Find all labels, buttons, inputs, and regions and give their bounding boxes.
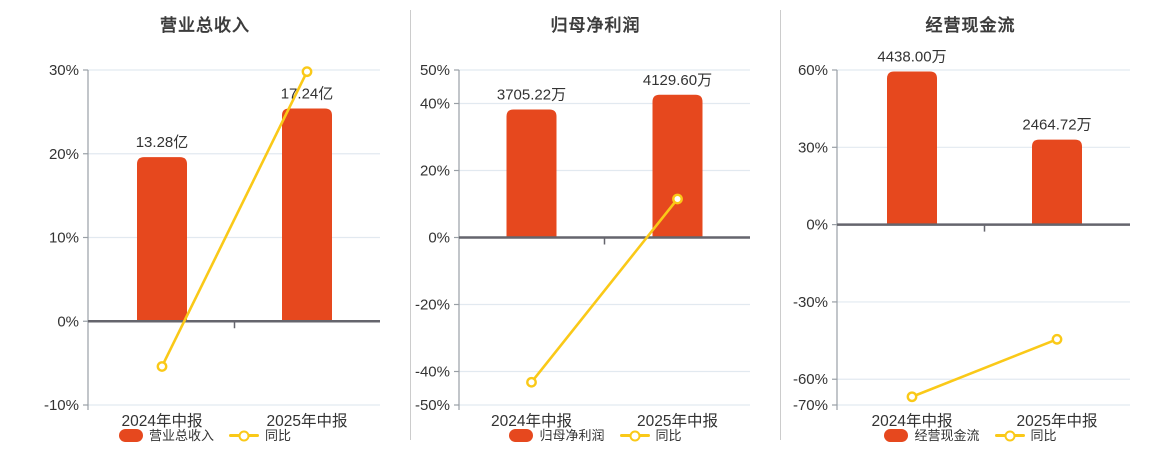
bar-2024年中报[interactable]	[137, 157, 187, 322]
chart-plot-revenue: 30% 20% 10% 0% -10% 13.28亿 17.24亿 2024年中报 2025年中…	[0, 0, 410, 450]
chart-panel-net-profit: 归母净利润 50% 40% 20% 0% -20% -40% -50% 3705.22万 412…	[411, 0, 780, 450]
chart-panel-revenue: 营业总收入 30% 20% 10% 0% -10% 13.28亿 17.24亿 2024年中报…	[0, 0, 410, 450]
bar-value-label: 2464.72万	[1022, 117, 1091, 134]
legend-line-circle-icon	[1004, 430, 1015, 441]
yoy-line	[911, 338, 1058, 398]
bar-value-label: 3705.22万	[497, 87, 566, 104]
bar-value-label: 13.28亿	[136, 134, 189, 151]
legend-line-circle-icon	[238, 430, 250, 441]
legend-bar-label[interactable]: 经营现金流	[914, 428, 980, 443]
chart-legend-revenue: 营业总收入 同比	[0, 427, 410, 444]
bar-2024年中报[interactable]	[887, 71, 937, 225]
y-tick-label: 0%	[806, 217, 828, 234]
bar-2024年中报[interactable]	[506, 109, 557, 238]
legend-line-marker[interactable]	[619, 429, 650, 442]
legend-line-marker[interactable]	[229, 429, 259, 442]
y-tick-label: -70%	[793, 397, 828, 414]
x-axis-label: 2025年中报	[637, 412, 718, 430]
bar-value-label: 4129.60万	[643, 72, 712, 89]
chart-legend-cash-flow: 经营现金流 同比	[781, 427, 1160, 444]
yoy-line	[160, 71, 309, 368]
y-tick-label: 30%	[49, 62, 79, 79]
chart-svg: 30% 20% 10% 0% -10% 13.28亿 17.24亿 2024年中报 2025年中…	[44, 62, 380, 430]
chart-title-revenue: 营业总收入	[160, 16, 250, 35]
y-tick-label: -20%	[415, 297, 450, 314]
chart-plot-cash-flow: 60% 30% 0% -30% -60% -70% 4438.00万 2464.72万 2024…	[781, 0, 1160, 450]
x-axis-label: 2024年中报	[122, 412, 203, 430]
x-axis-label: 2024年中报	[491, 412, 572, 430]
y-tick-label: -30%	[793, 294, 828, 311]
y-tick-label: 60%	[798, 62, 828, 79]
chart-legend-net-profit: 归母净利润 同比	[411, 427, 780, 444]
bar-value-label: 4438.00万	[877, 49, 946, 66]
legend-bar-label[interactable]: 归母净利润	[539, 428, 605, 443]
yoy-marker-2024年中报[interactable]	[906, 391, 918, 403]
y-tick-label: 10%	[49, 230, 79, 247]
legend-line-circle-icon	[629, 430, 640, 441]
y-tick-label: 30%	[798, 139, 828, 156]
legend-bar-swatch[interactable]	[509, 429, 534, 442]
chart-title-net-profit: 归母净利润	[550, 16, 641, 35]
yoy-marker-2025年中报[interactable]	[672, 193, 683, 205]
y-tick-label: 20%	[420, 163, 450, 180]
x-axis-label: 2025年中报	[1017, 412, 1098, 430]
legend-bar-label[interactable]: 营业总收入	[148, 428, 214, 443]
x-axis-label: 2025年中报	[267, 412, 348, 430]
y-tick-label: 0%	[57, 313, 79, 330]
yoy-marker-2024年中报[interactable]	[526, 376, 537, 388]
y-tick-label: -40%	[415, 364, 450, 381]
legend-bar-swatch[interactable]	[118, 429, 143, 442]
panel-divider	[780, 10, 781, 440]
y-tick-label: 0%	[428, 230, 450, 247]
legend-line-label[interactable]: 同比	[655, 428, 682, 443]
y-tick-label: 20%	[49, 146, 79, 163]
legend-line-marker[interactable]	[994, 429, 1025, 442]
yoy-marker-2024年中报[interactable]	[156, 361, 168, 372]
chart-title-cash-flow: 经营现金流	[925, 16, 1016, 35]
bar-2025年中报[interactable]	[1032, 139, 1082, 225]
y-tick-label: -10%	[44, 397, 79, 414]
bar-2025年中报[interactable]	[282, 108, 332, 322]
x-axis-label: 2024年中报	[872, 412, 953, 430]
legend-line-label[interactable]: 同比	[1030, 428, 1057, 443]
chart-svg: 50% 40% 20% 0% -20% -40% -50% 3705.22万 4129.60万 2…	[415, 62, 750, 430]
chart-panel-cash-flow: 经营现金流 60% 30% 0% -30% -60% -70% 4438.00万 2464.7…	[781, 0, 1160, 450]
legend-bar-swatch[interactable]	[884, 429, 909, 442]
legend-line-label[interactable]: 同比	[265, 428, 292, 443]
y-tick-label: 50%	[420, 62, 450, 79]
bar-value-label: 17.24亿	[281, 86, 334, 103]
panel-divider	[410, 10, 411, 440]
bar-2025年中报[interactable]	[652, 94, 703, 238]
yoy-marker-2025年中报[interactable]	[1051, 333, 1063, 345]
y-tick-label: 40%	[420, 96, 450, 113]
y-tick-label: -50%	[415, 397, 450, 414]
y-tick-label: -60%	[793, 371, 828, 388]
yoy-marker-2025年中报[interactable]	[301, 66, 313, 78]
yoy-line	[530, 198, 679, 384]
chart-plot-net-profit: 50% 40% 20% 0% -20% -40% -50% 3705.22万 4129.60万 2…	[411, 0, 780, 450]
chart-svg: 60% 30% 0% -30% -60% -70% 4438.00万 2464.72万 2024…	[793, 49, 1130, 430]
